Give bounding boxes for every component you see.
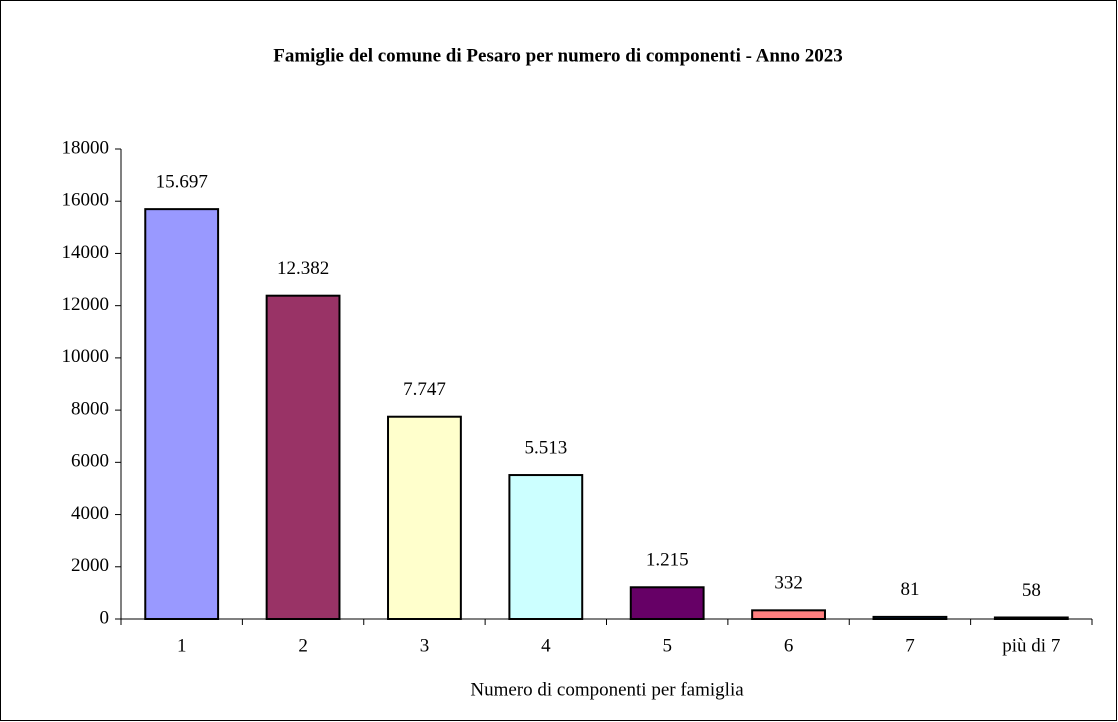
bar	[872, 615, 948, 621]
y-tick-label: 8000	[71, 398, 109, 419]
y-tick-label: 14000	[62, 242, 110, 263]
x-tick-label: più di 7	[1002, 635, 1060, 656]
y-tick-label: 4000	[71, 503, 109, 524]
bar	[508, 474, 584, 620]
x-tick-label: 7	[905, 635, 915, 656]
data-label: 58	[1022, 580, 1041, 601]
y-tick-label: 10000	[62, 346, 110, 367]
y-tick-label: 16000	[62, 190, 110, 211]
bar	[265, 294, 341, 620]
chart-title: Famiglie del comune di Pesaro per numero…	[273, 45, 842, 66]
data-label: 332	[774, 573, 803, 594]
x-tick-label: 3	[420, 635, 430, 656]
bar	[629, 586, 705, 621]
bar	[387, 415, 462, 620]
y-tick-label: 12000	[62, 294, 110, 315]
data-label: 15.697	[156, 171, 208, 192]
y-tick-label: 0	[100, 607, 110, 628]
y-tick-label: 18000	[62, 137, 110, 158]
bar	[751, 609, 826, 621]
x-tick-label: 5	[662, 635, 672, 656]
x-tick-label: 6	[784, 635, 794, 656]
data-label: 12.382	[277, 258, 329, 279]
bar	[144, 208, 220, 621]
x-tick-label: 2	[298, 635, 308, 656]
data-label: 7.747	[403, 379, 446, 400]
data-label: 5.513	[524, 437, 567, 458]
data-label: 81	[900, 579, 919, 600]
x-tick-label: 4	[541, 635, 551, 656]
data-label: 1.215	[646, 550, 689, 571]
x-axis-label: Numero di componenti per famiglia	[470, 679, 744, 700]
y-tick-label: 2000	[71, 555, 109, 576]
y-tick-label: 6000	[71, 451, 109, 472]
x-tick-label: 1	[177, 635, 187, 656]
bar	[993, 616, 1069, 620]
